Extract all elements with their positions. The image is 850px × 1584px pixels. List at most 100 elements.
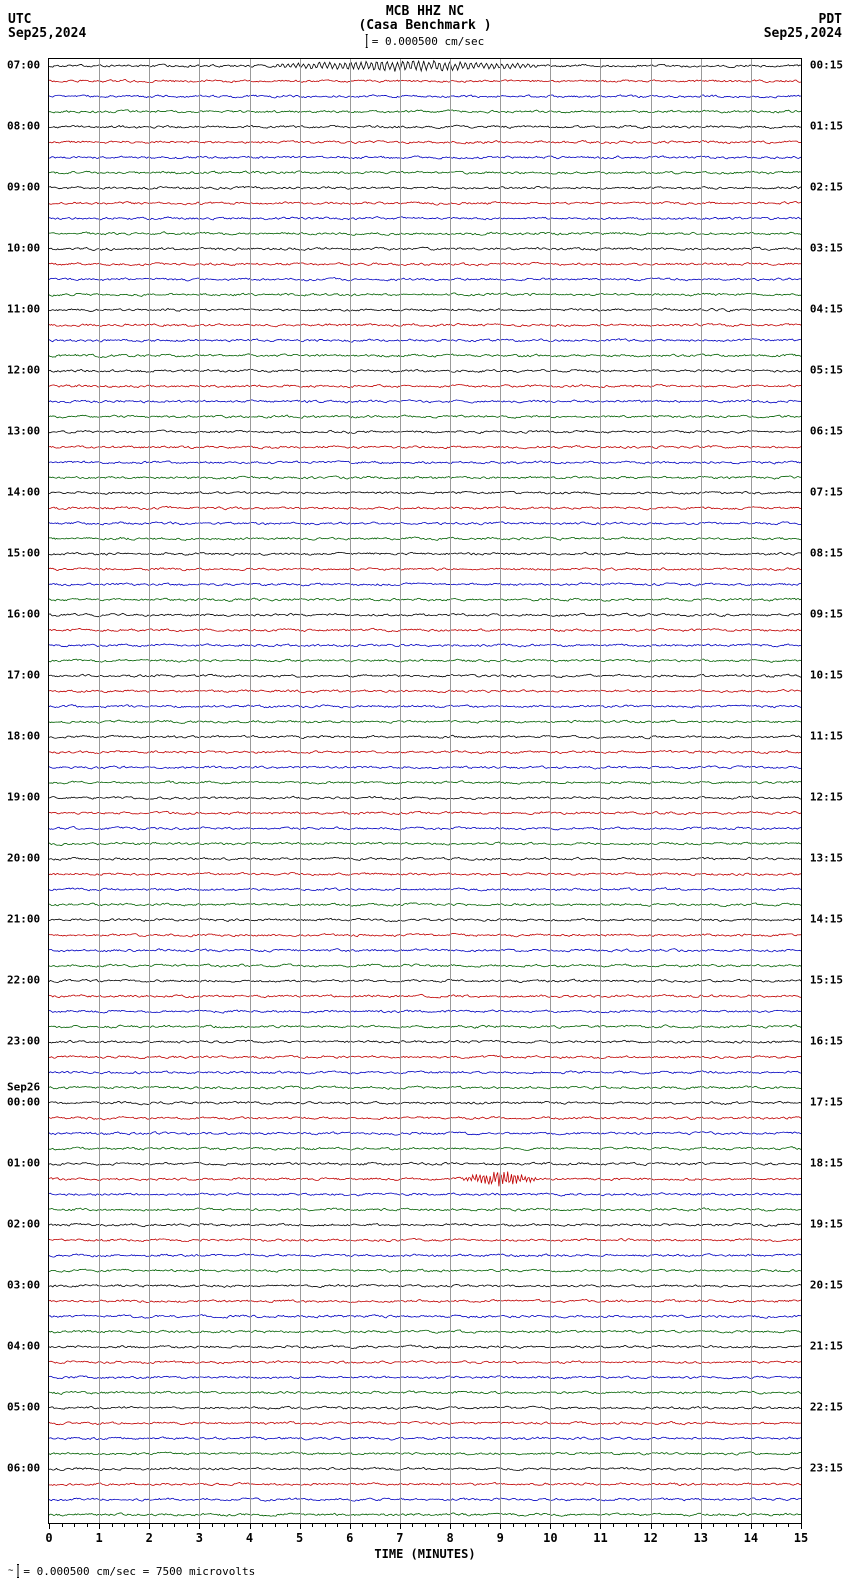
footer-text: = 0.000500 cm/sec = 7500 microvolts <box>23 1565 255 1578</box>
seismic-trace <box>49 278 801 281</box>
seismic-trace <box>49 506 801 510</box>
x-tick-label: 13 <box>693 1531 707 1545</box>
grid-line <box>149 59 150 1523</box>
seismic-trace <box>49 644 801 647</box>
seismic-trace <box>49 1086 801 1089</box>
x-tick <box>801 1523 802 1529</box>
seismic-trace <box>49 1452 801 1455</box>
seismic-trace <box>49 1498 801 1501</box>
seismic-trace <box>49 1315 801 1319</box>
seismic-trace <box>49 1391 801 1395</box>
x-tick-minor <box>475 1523 476 1527</box>
grid-line <box>300 59 301 1523</box>
footer-note: ~ = 0.000500 cm/sec = 7500 microvolts <box>8 1564 255 1578</box>
seismic-trace <box>49 1467 801 1470</box>
x-tick-minor <box>538 1523 539 1527</box>
utc-time-label: 01:00 <box>7 1157 40 1170</box>
x-tick-minor <box>488 1523 489 1527</box>
seismic-trace <box>49 1223 801 1226</box>
seismic-trace <box>49 674 801 678</box>
pdt-time-label: 06:15 <box>810 425 843 438</box>
x-tick <box>199 1523 200 1529</box>
grid-line <box>751 59 752 1523</box>
seismic-trace <box>49 61 801 72</box>
seismic-trace <box>49 1132 801 1135</box>
seismic-trace <box>49 1345 801 1349</box>
seismic-trace <box>49 1406 801 1409</box>
seismic-trace <box>49 1482 801 1485</box>
seismic-trace <box>49 1361 801 1364</box>
x-tick-minor <box>513 1523 514 1527</box>
x-tick-minor <box>187 1523 188 1527</box>
grid-line <box>550 59 551 1523</box>
seismic-trace <box>49 827 801 830</box>
seismic-trace <box>49 1172 801 1187</box>
grid-line <box>701 59 702 1523</box>
x-tick-label: 7 <box>396 1531 403 1545</box>
x-tick <box>300 1523 301 1529</box>
pdt-time-label: 18:15 <box>810 1157 843 1170</box>
pdt-time-label: 16:15 <box>810 1035 843 1048</box>
seismic-trace <box>49 80 801 83</box>
seismic-trace <box>49 735 801 739</box>
x-tick-minor <box>726 1523 727 1527</box>
x-tick <box>550 1523 551 1529</box>
x-tick-label: 8 <box>446 1531 453 1545</box>
seismic-trace <box>49 1040 801 1043</box>
seismic-trace <box>49 1147 801 1151</box>
x-tick-label: 9 <box>497 1531 504 1545</box>
x-tick-minor <box>74 1523 75 1527</box>
seismic-trace <box>49 522 801 525</box>
seismic-trace <box>49 811 801 814</box>
seismic-trace <box>49 705 801 708</box>
x-tick-minor <box>463 1523 464 1527</box>
x-tick <box>600 1523 601 1529</box>
seismic-trace <box>49 476 801 479</box>
pdt-time-label: 17:15 <box>810 1096 843 1109</box>
x-tick-label: 11 <box>593 1531 607 1545</box>
x-tick-minor <box>626 1523 627 1527</box>
tz-left: UTC <box>8 12 31 27</box>
x-tick-minor <box>688 1523 689 1527</box>
utc-time-label: 07:00 <box>7 59 40 72</box>
seismic-trace <box>49 156 801 159</box>
x-tick-minor <box>575 1523 576 1527</box>
seismic-trace <box>49 842 801 846</box>
scale-text: = 0.000500 cm/sec <box>372 35 485 48</box>
seismic-trace <box>49 750 801 753</box>
scale-legend: = 0.000500 cm/sec <box>366 34 485 48</box>
x-tick <box>49 1523 50 1529</box>
utc-time-label: 22:00 <box>7 974 40 987</box>
seismic-trace <box>49 888 801 891</box>
seismic-trace <box>49 720 801 723</box>
x-tick-label: 15 <box>794 1531 808 1545</box>
grid-line <box>199 59 200 1523</box>
seismic-trace <box>49 232 801 236</box>
seismic-trace <box>49 491 801 494</box>
seismic-trace <box>49 994 801 998</box>
x-tick <box>250 1523 251 1529</box>
x-tick-minor <box>425 1523 426 1527</box>
grid-line <box>450 59 451 1523</box>
pdt-time-label: 01:15 <box>810 120 843 133</box>
x-tick-minor <box>237 1523 238 1527</box>
utc-time-label: 08:00 <box>7 120 40 133</box>
date-right: Sep25,2024 <box>764 26 842 41</box>
seismic-trace <box>49 964 801 967</box>
grid-line <box>350 59 351 1523</box>
x-tick <box>450 1523 451 1529</box>
x-tick-minor <box>387 1523 388 1527</box>
utc-time-label: 13:00 <box>7 425 40 438</box>
seismic-trace <box>49 552 801 555</box>
pdt-time-label: 10:15 <box>810 669 843 682</box>
x-tick-minor <box>337 1523 338 1527</box>
seismic-trace <box>49 689 801 692</box>
x-tick-label: 1 <box>96 1531 103 1545</box>
seismic-trace <box>49 339 801 343</box>
seismic-trace <box>49 171 801 174</box>
x-tick-minor <box>224 1523 225 1527</box>
x-tick <box>701 1523 702 1529</box>
seismic-trace <box>49 781 801 784</box>
seismic-trace <box>49 979 801 983</box>
utc-time-label: 15:00 <box>7 547 40 560</box>
